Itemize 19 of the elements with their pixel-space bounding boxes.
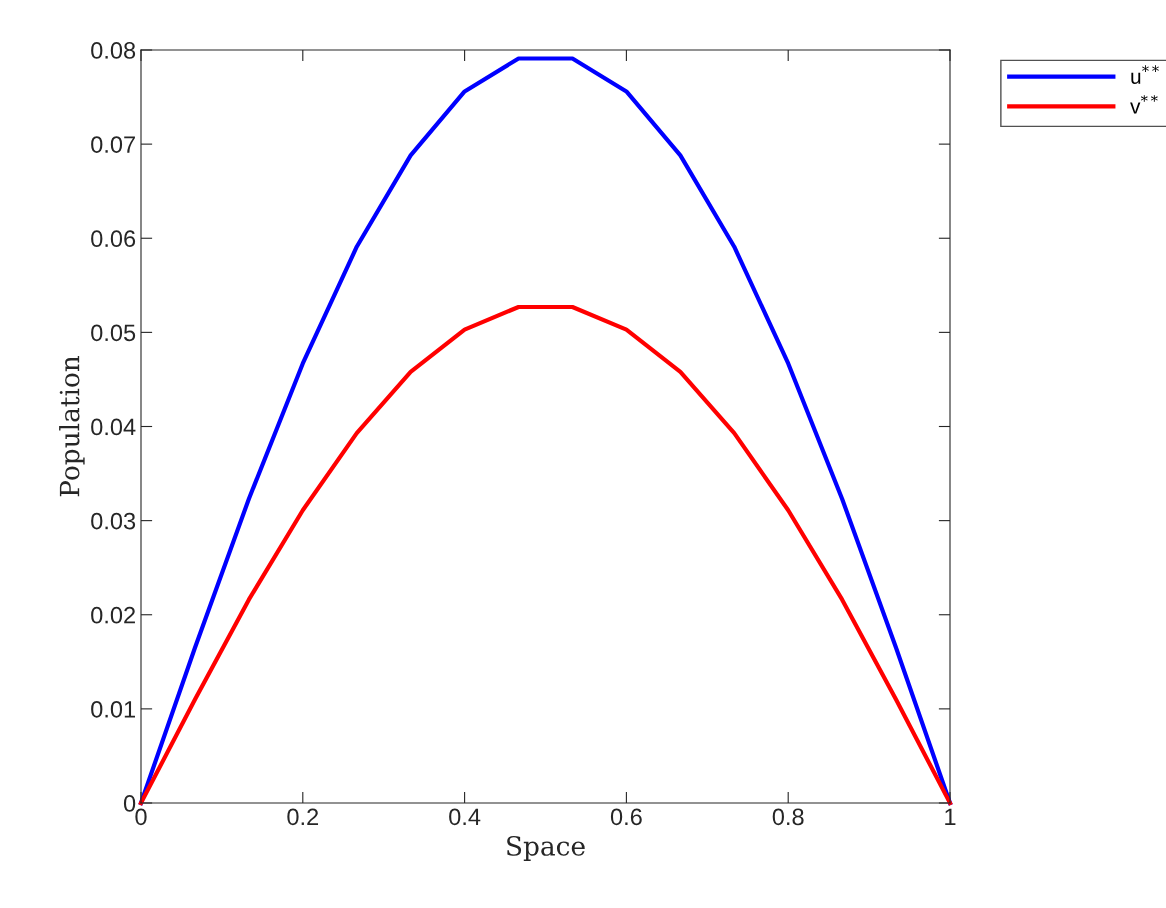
- x-tick-label: 0.4: [449, 808, 481, 826]
- y-axis-title: Population: [59, 355, 85, 497]
- y-tick-label: 0.08: [91, 42, 136, 59]
- text: u$^{**}$: [1131, 65, 1159, 84]
- y-tick-label: 0.01: [91, 700, 135, 718]
- x-tick-label: 0.6: [610, 808, 642, 826]
- y-tick-label: 0.04: [91, 418, 136, 436]
- x-tick-label: 0.2: [287, 808, 319, 826]
- text: v$^{**}$: [1130, 95, 1158, 114]
- x-axis-title: Space: [507, 835, 585, 861]
- x-tick-label: 1: [945, 808, 956, 825]
- y-tick-label: 0: [123, 795, 136, 812]
- y-tick-label: 0.06: [91, 230, 136, 248]
- x-tick-label: 0.8: [772, 808, 804, 826]
- x-tick-label: 0: [135, 808, 147, 826]
- y-tick-label: 0.02: [91, 606, 135, 624]
- y-tick-label: 0.05: [91, 324, 136, 342]
- y-tick-label: 0.03: [91, 512, 136, 530]
- y-tick-label: 0.07: [91, 136, 135, 153]
